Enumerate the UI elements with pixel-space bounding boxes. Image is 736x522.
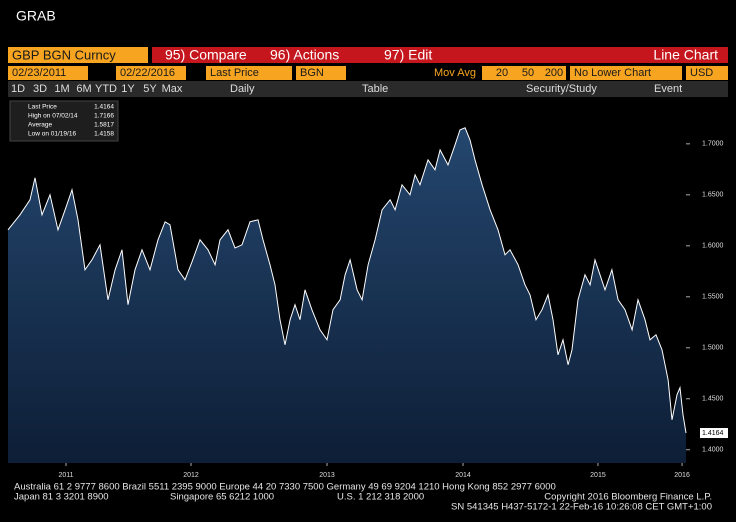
security-field[interactable] bbox=[8, 47, 148, 63]
period-button[interactable]: 6M bbox=[76, 83, 91, 95]
end-date: 02/22/2016 bbox=[120, 67, 175, 79]
ma-period: 200 bbox=[545, 67, 563, 79]
table-button[interactable]: Table bbox=[362, 83, 388, 95]
x-tick-label: 2013 bbox=[319, 472, 335, 479]
mov-avg-label: Mov Avg bbox=[434, 67, 476, 79]
period-bar bbox=[8, 81, 728, 97]
lower-chart: No Lower Chart bbox=[574, 67, 651, 79]
legend-name: Last Price bbox=[28, 104, 57, 111]
chart-type: Line Chart bbox=[653, 47, 718, 63]
y-tick-label: 1.5000 bbox=[702, 345, 724, 352]
ma-period: 50 bbox=[522, 67, 534, 79]
period-button[interactable]: 1D bbox=[11, 83, 25, 95]
ma-period: 20 bbox=[496, 67, 508, 79]
last-price-label: 1.4164 bbox=[702, 430, 724, 437]
security-study-button[interactable]: Security/Study bbox=[526, 83, 597, 95]
start-field[interactable] bbox=[8, 66, 88, 80]
currency: USD bbox=[690, 67, 713, 79]
legend-value: 1.7166 bbox=[94, 113, 114, 120]
y-tick-label: 1.4000 bbox=[702, 447, 724, 454]
y-tick-label: 1.5500 bbox=[702, 294, 724, 301]
legend-box bbox=[9, 100, 119, 142]
ma-field[interactable] bbox=[482, 66, 566, 80]
last-price-tag bbox=[700, 428, 728, 439]
legend-value: 1.4158 bbox=[94, 131, 114, 138]
menu-bar bbox=[152, 47, 728, 63]
end-field[interactable] bbox=[116, 66, 186, 80]
x-tick-label: 2012 bbox=[183, 472, 199, 479]
period-button[interactable]: YTD bbox=[95, 83, 117, 95]
start-date: 02/23/2011 bbox=[12, 67, 66, 79]
period-button[interactable]: 1M bbox=[54, 83, 69, 95]
edit-menu[interactable]: 97) Edit bbox=[384, 47, 432, 63]
footer-line: Singapore 65 6212 1000 bbox=[170, 492, 274, 503]
event-button[interactable]: Event bbox=[654, 83, 682, 95]
lower-chart-select[interactable] bbox=[570, 66, 682, 80]
compare-menu[interactable]: 95) Compare bbox=[165, 47, 247, 63]
period-button[interactable]: 1Y bbox=[121, 83, 135, 95]
x-tick-label: 2011 bbox=[58, 472, 73, 479]
x-tick-label: 2016 bbox=[674, 472, 690, 479]
field-select[interactable] bbox=[206, 66, 292, 80]
y-tick-label: 1.6000 bbox=[702, 243, 724, 250]
footer-line: Copyright 2016 Bloomberg Finance L.P. bbox=[544, 492, 712, 503]
security: GBP BGN Curncy bbox=[12, 47, 116, 62]
x-tick-label: 2015 bbox=[590, 472, 606, 479]
currency-select[interactable] bbox=[686, 66, 728, 80]
legend-name: High on 07/02/14 bbox=[28, 113, 78, 120]
period-button[interactable]: 3D bbox=[33, 83, 47, 95]
y-tick-label: 1.7000 bbox=[702, 141, 724, 148]
legend-name: Low on 01/19/16 bbox=[28, 131, 76, 138]
price-line bbox=[7, 127, 687, 434]
source: BGN bbox=[300, 67, 324, 79]
window-title: GRAB bbox=[16, 8, 56, 24]
frequency[interactable]: Daily bbox=[230, 83, 255, 95]
source-field[interactable] bbox=[296, 66, 346, 80]
legend-value: 1.5817 bbox=[94, 122, 114, 129]
y-tick-label: 1.6500 bbox=[702, 192, 724, 199]
area bbox=[8, 127, 686, 464]
period-button[interactable]: 5Y bbox=[143, 83, 157, 95]
actions-menu[interactable]: 96) Actions bbox=[270, 47, 339, 63]
footer-line: U.S. 1 212 318 2000 bbox=[337, 492, 424, 503]
footer-line: Japan 81 3 3201 8900 bbox=[14, 492, 109, 503]
period-button[interactable]: Max bbox=[162, 83, 183, 95]
footer-line: SN 541345 H437-5172-1 22-Feb-16 10:26:08… bbox=[451, 502, 712, 513]
legend-name: Average bbox=[28, 122, 52, 129]
x-tick-label: 2014 bbox=[455, 472, 471, 479]
y-tick-label: 1.4500 bbox=[702, 396, 724, 403]
footer-line: Australia 61 2 9777 8600 Brazil 5511 239… bbox=[14, 482, 556, 493]
legend-value: 1.4164 bbox=[94, 104, 114, 111]
field: Last Price bbox=[210, 67, 259, 79]
